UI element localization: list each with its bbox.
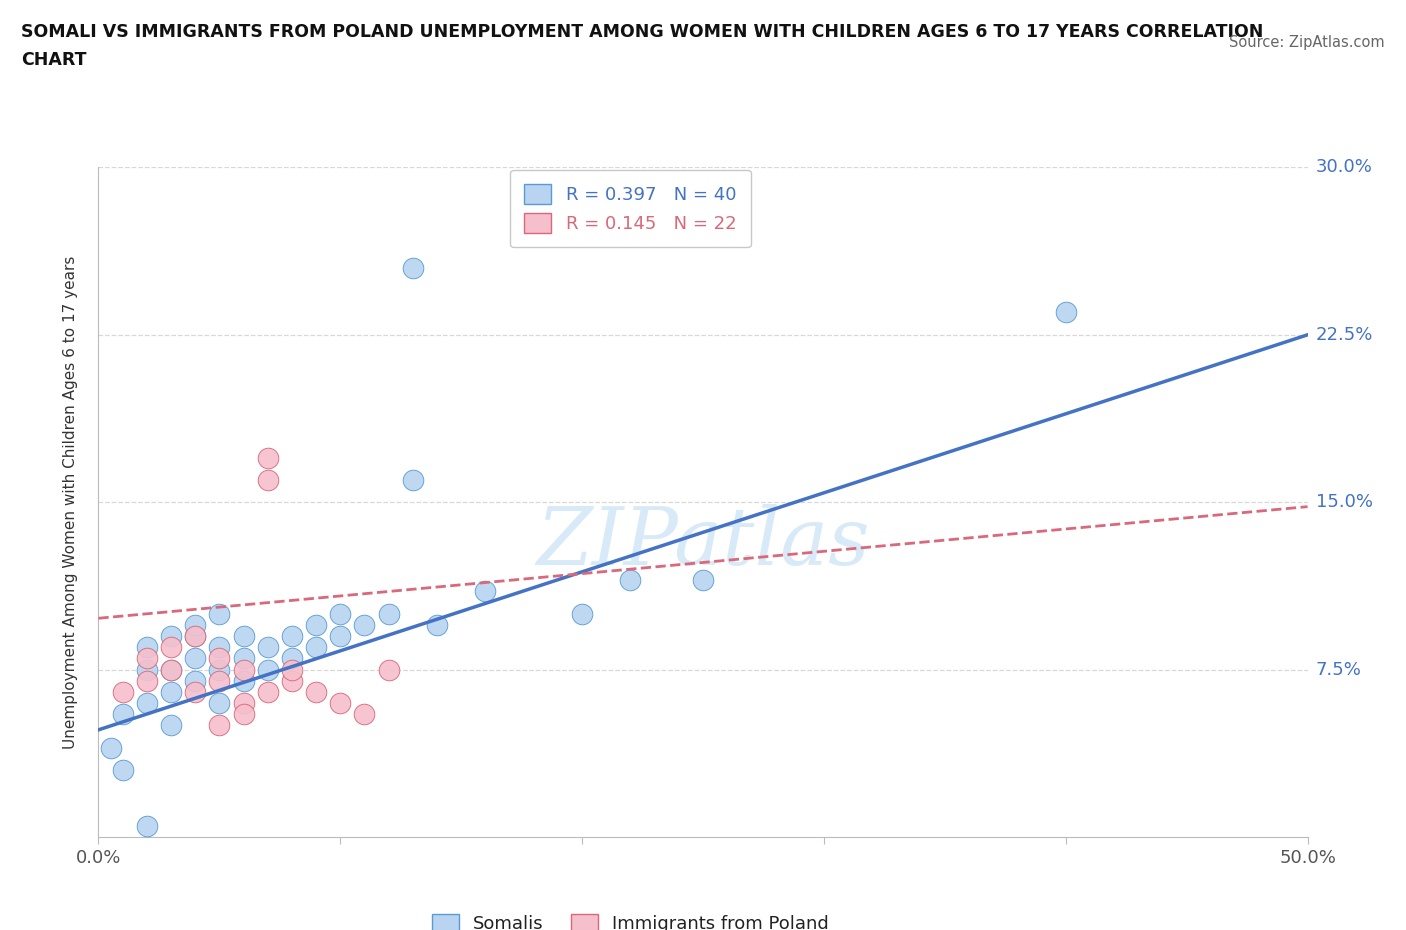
Point (256, 684, 278, 699)
Y-axis label: Unemployment Among Women with Children Ages 6 to 17 years: Unemployment Among Women with Children A… (63, 256, 77, 749)
Point (692, 573, 714, 588)
Point (160, 640, 183, 655)
Point (135, 673, 157, 688)
Text: 7.5%: 7.5% (1316, 660, 1362, 679)
Point (377, 606, 399, 621)
Point (353, 707, 375, 722)
Point (160, 662, 183, 677)
Point (184, 651, 207, 666)
Point (184, 629, 207, 644)
Point (184, 629, 207, 644)
Point (111, 684, 134, 699)
Text: Source: ZipAtlas.com: Source: ZipAtlas.com (1229, 35, 1385, 50)
Point (208, 640, 231, 655)
Point (232, 673, 254, 688)
Point (135, 640, 157, 655)
Text: 15.0%: 15.0% (1316, 493, 1372, 512)
Point (135, 696, 157, 711)
Point (135, 662, 157, 677)
Point (329, 696, 352, 711)
Point (329, 629, 352, 644)
Point (402, 472, 425, 487)
Point (160, 684, 183, 699)
Point (281, 673, 304, 688)
Point (305, 640, 328, 655)
Point (100, 740, 122, 755)
Point (571, 606, 593, 621)
Point (619, 573, 641, 588)
Point (111, 707, 134, 722)
Point (111, 763, 134, 777)
Point (208, 606, 231, 621)
Text: 30.0%: 30.0% (1316, 158, 1372, 177)
Text: CHART: CHART (21, 51, 87, 69)
Point (402, 260, 425, 275)
Text: ZIPatlas: ZIPatlas (536, 504, 870, 581)
Text: SOMALI VS IMMIGRANTS FROM POLAND UNEMPLOYMENT AMONG WOMEN WITH CHILDREN AGES 6 T: SOMALI VS IMMIGRANTS FROM POLAND UNEMPLO… (21, 23, 1264, 41)
Point (160, 662, 183, 677)
Point (281, 662, 304, 677)
Point (208, 696, 231, 711)
Text: 22.5%: 22.5% (1316, 326, 1374, 344)
Point (474, 584, 496, 599)
Point (377, 662, 399, 677)
Legend: Somalis, Immigrants from Poland: Somalis, Immigrants from Poland (425, 907, 837, 930)
Point (281, 629, 304, 644)
Point (208, 651, 231, 666)
Point (135, 818, 157, 833)
Point (232, 651, 254, 666)
Point (184, 618, 207, 632)
Point (256, 472, 278, 487)
Point (256, 662, 278, 677)
Point (160, 718, 183, 733)
Point (232, 662, 254, 677)
Point (232, 629, 254, 644)
Point (232, 696, 254, 711)
Point (160, 629, 183, 644)
Point (1054, 305, 1077, 320)
Point (135, 651, 157, 666)
Point (184, 673, 207, 688)
Point (305, 618, 328, 632)
Point (353, 618, 375, 632)
Point (256, 640, 278, 655)
Point (208, 662, 231, 677)
Point (232, 707, 254, 722)
Point (281, 651, 304, 666)
Point (184, 684, 207, 699)
Point (305, 684, 328, 699)
Point (329, 606, 352, 621)
Point (208, 718, 231, 733)
Point (208, 673, 231, 688)
Point (256, 450, 278, 465)
Point (426, 618, 449, 632)
